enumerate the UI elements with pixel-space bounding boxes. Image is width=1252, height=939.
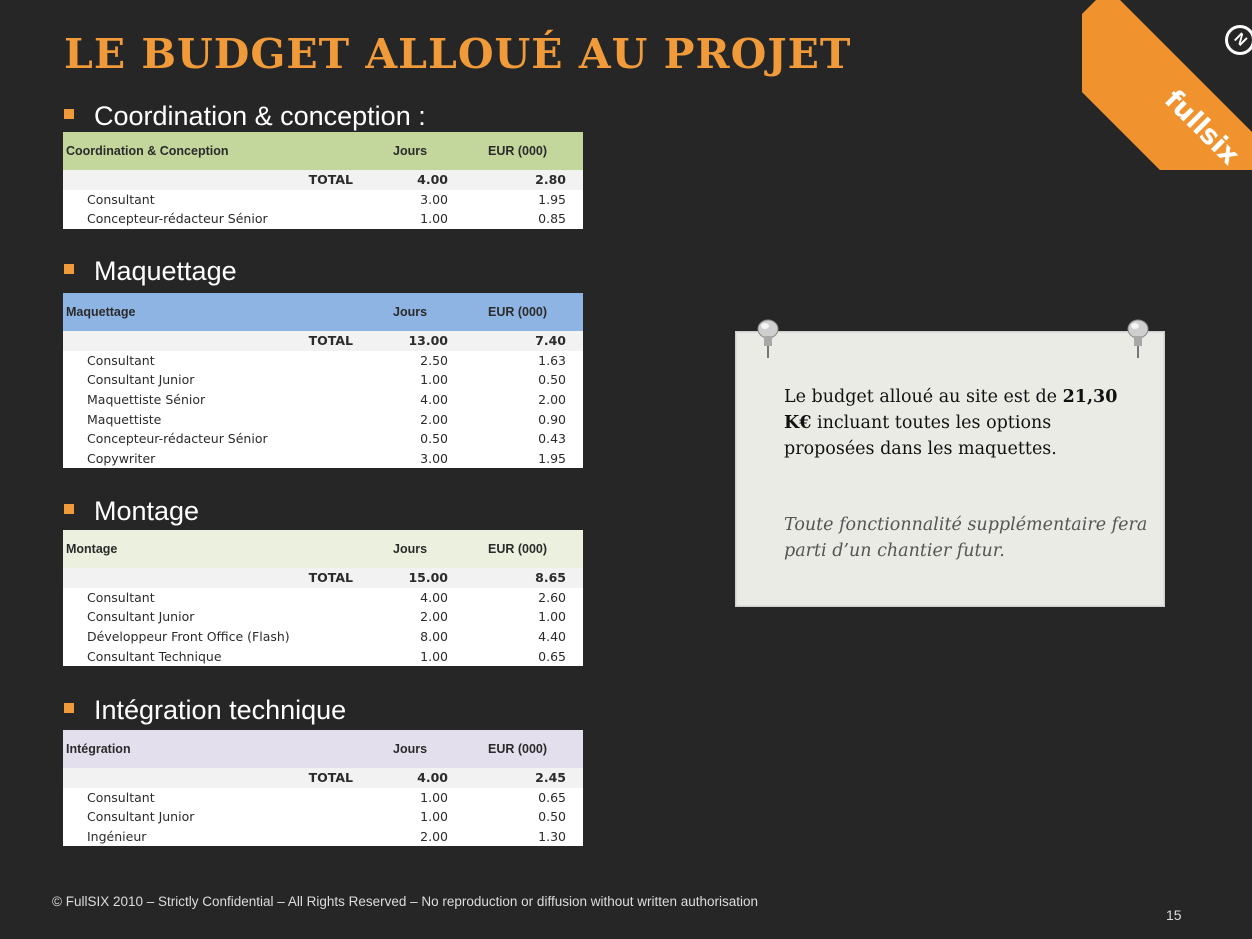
section-heading-montage: Montage [64, 496, 199, 527]
table-total-row: TOTAL 15.00 8.65 [63, 568, 583, 588]
section-heading-coordination: Coordination & conception : [64, 101, 426, 132]
bullet-icon [64, 263, 74, 274]
note-text: Le budget alloué au site est de 21,30 K€… [784, 387, 1118, 459]
bullet-icon [64, 108, 74, 119]
table-row: Copywriter 3.00 1.95 [87, 450, 566, 466]
footer-copyright: © FullSIX 2010 – Strictly Confidential –… [52, 894, 759, 909]
table-row: Consultant 4.00 2.60 [87, 589, 566, 605]
table-total-row: TOTAL 4.00 2.45 [63, 768, 583, 788]
budget-table-montage: Montage Jours EUR (000) TOTAL 15.00 8.65… [63, 530, 583, 666]
table-row: Consultant 1.00 0.65 [87, 789, 566, 805]
table-row: Consultant Junior 1.00 0.50 [87, 372, 566, 388]
logo-mark-icon: N [1218, 18, 1252, 62]
table-row: Consultant 2.50 1.63 [87, 352, 566, 368]
pushpin-icon [1127, 319, 1149, 358]
note-disclaimer: Toute fonctionnalité supplémentaire fera… [784, 515, 1148, 561]
table-row: Concepteur-rédacteur Sénior 0.50 0.43 [87, 431, 566, 447]
table-header: Intégration Jours EUR (000) [63, 730, 583, 768]
table-total-row: TOTAL 4.00 2.80 [63, 170, 583, 190]
page-number: 15 [1166, 907, 1182, 923]
table-row: Consultant Junior 1.00 0.50 [87, 809, 566, 825]
table-header: Maquettage Jours EUR (000) [63, 293, 583, 331]
table-row: Consultant Junior 2.00 1.00 [87, 609, 566, 625]
table-header: Montage Jours EUR (000) [63, 530, 583, 568]
budget-table-coordination: Coordination & Conception Jours EUR (000… [63, 132, 583, 229]
table-row: Maquettiste Sénior 4.00 2.00 [87, 392, 566, 408]
table-row: Consultant 3.00 1.95 [87, 191, 566, 207]
slide-title: LE BUDGET ALLOUÉ AU PROJET [64, 30, 852, 78]
fullsix-logo: fullsix N [1082, 0, 1252, 170]
pushpin-icon [757, 319, 779, 358]
table-row: Développeur Front Office (Flash) 8.00 4.40 [87, 629, 566, 645]
table-row: Consultant Technique 1.00 0.65 [87, 648, 566, 664]
section-heading-maquettage: Maquettage [64, 256, 237, 287]
pinned-note: Le budget alloué au site est de 21,30 K€… [735, 319, 1165, 607]
table-total-row: TOTAL 13.00 7.40 [63, 331, 583, 351]
section-heading-integration: Intégration technique [64, 695, 346, 726]
table-header: Coordination & Conception Jours EUR (000… [63, 132, 583, 170]
table-row: Maquettiste 2.00 0.90 [87, 411, 566, 427]
table-row: Concepteur-rédacteur Sénior 1.00 0.85 [87, 211, 566, 227]
budget-table-integration: Intégration Jours EUR (000) TOTAL 4.00 2… [63, 730, 583, 847]
table-row: Ingénieur 2.00 1.30 [87, 829, 566, 845]
bullet-icon [64, 503, 74, 514]
budget-amount: 21,30 K€ [784, 387, 1118, 433]
bullet-icon [64, 702, 74, 713]
budget-table-maquettage: Maquettage Jours EUR (000) TOTAL 13.00 7… [63, 293, 583, 469]
